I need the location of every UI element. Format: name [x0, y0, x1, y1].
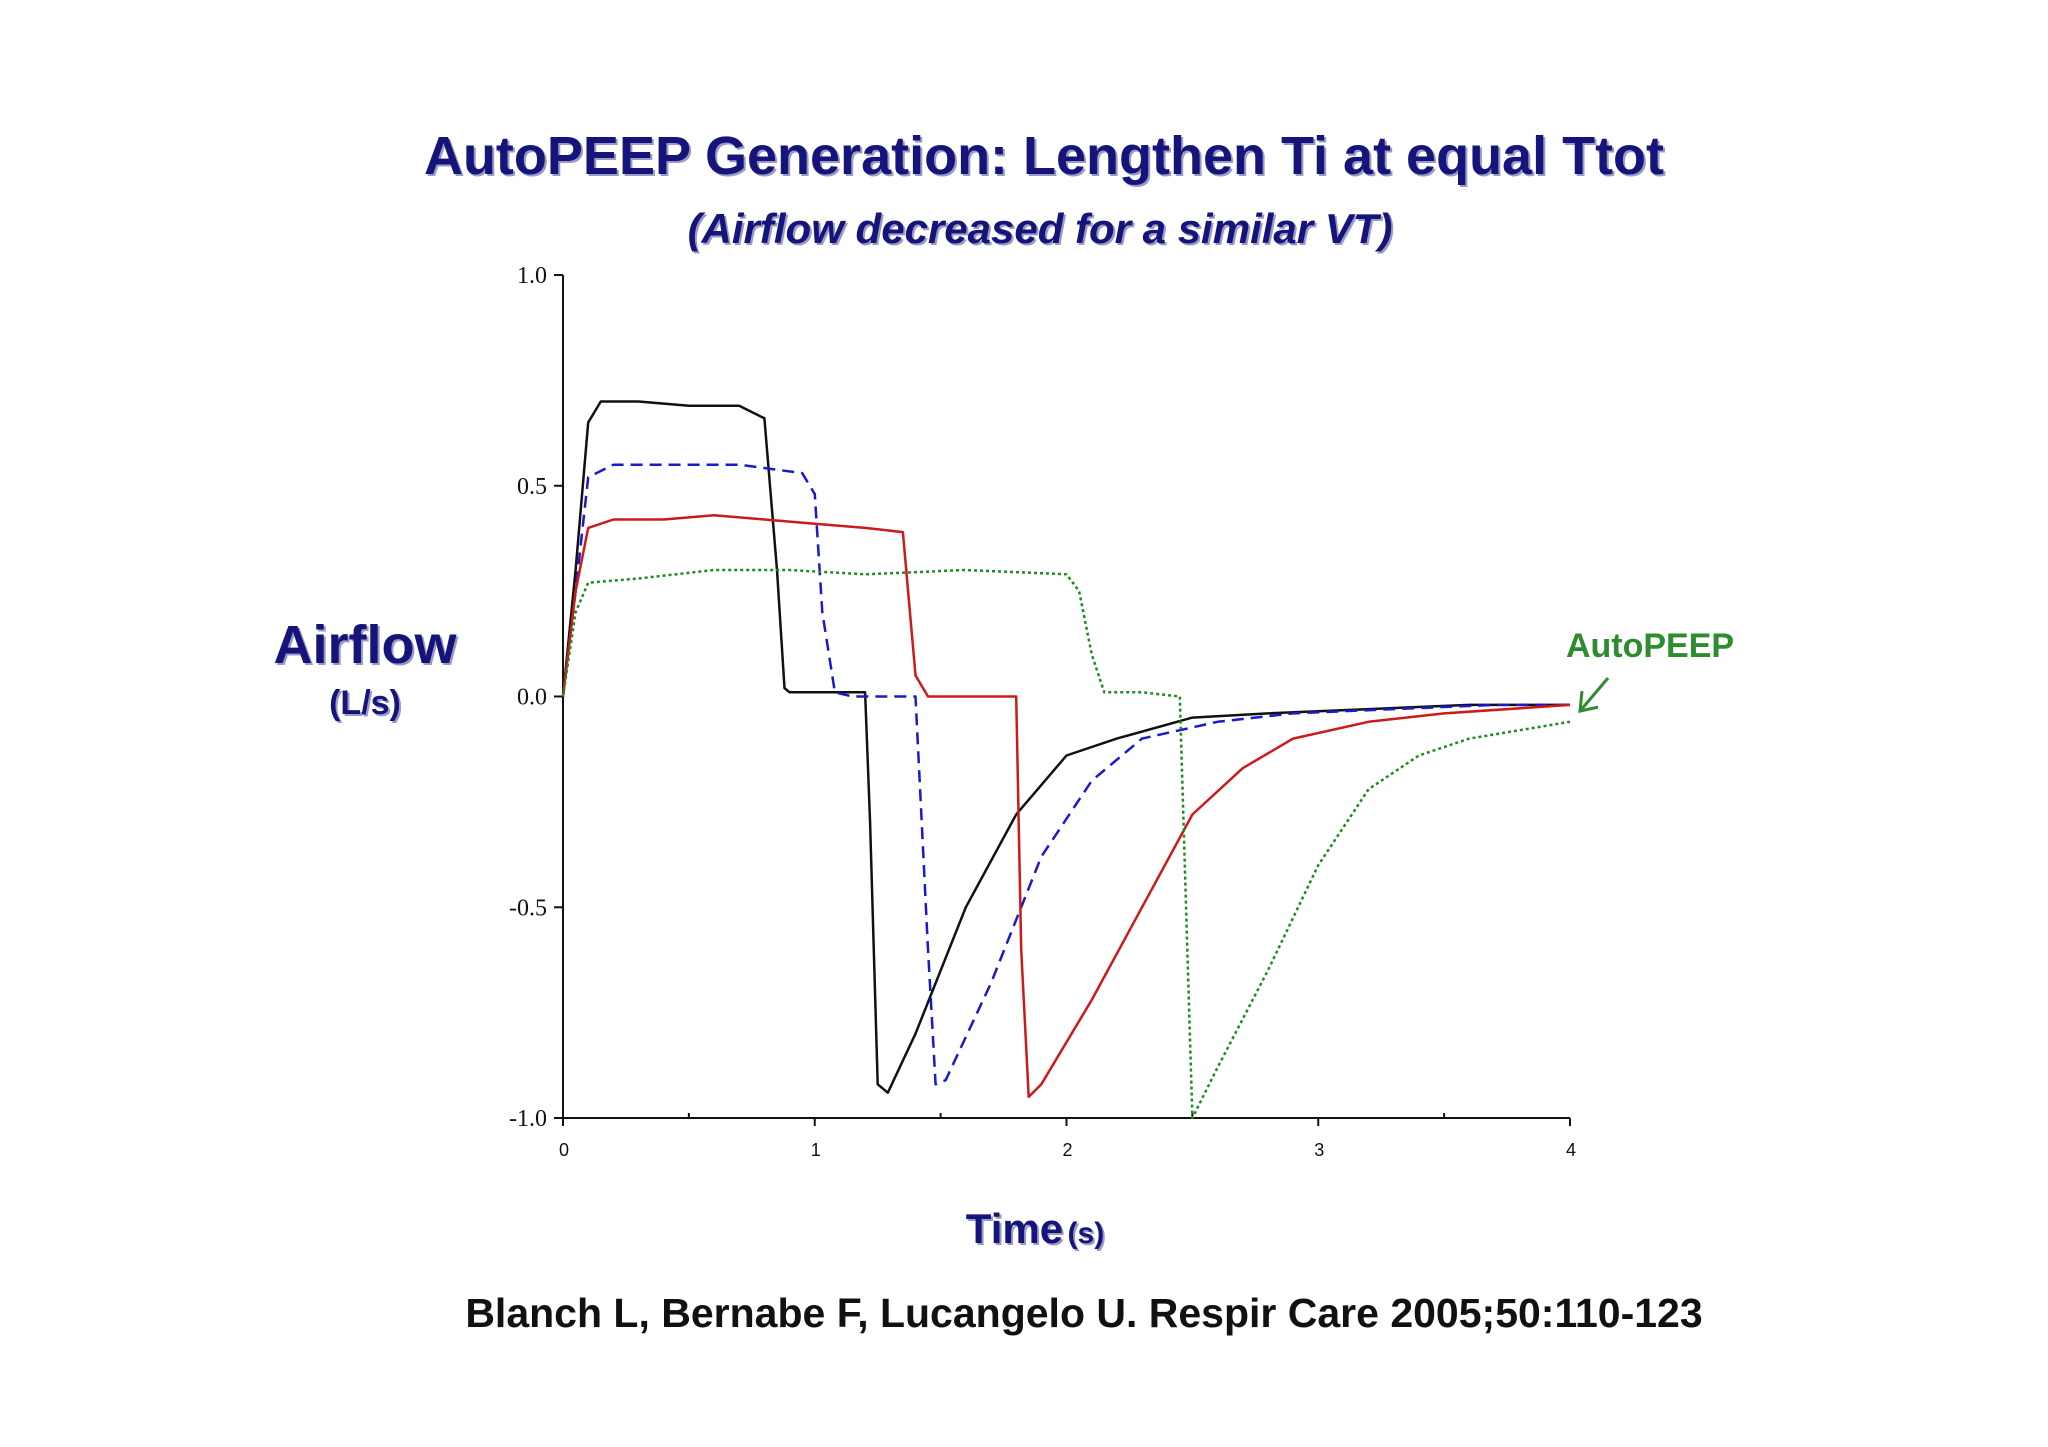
- x-tick-label: 2: [1062, 1140, 1072, 1160]
- arrow-head: [1578, 690, 1599, 714]
- y-tick-label: -1.0: [509, 1106, 547, 1132]
- citation: Blanch L, Bernabe F, Lucangelo U. Respir…: [465, 1290, 1703, 1336]
- chart-subtitle: (Airflow decreased for a similar VT): [687, 205, 1393, 252]
- autopeep-annotation: AutoPEEP: [1565, 627, 1735, 665]
- chart-title: AutoPEEP Generation: Lengthen Ti at equa…: [423, 126, 1665, 186]
- x-tick-label: 1: [811, 1140, 821, 1160]
- y-tick-label: -0.5: [509, 895, 547, 921]
- x-axis-title: Time (s): [0, 1205, 2048, 1253]
- arrow-shaft: [1578, 677, 1610, 713]
- x-tick-label: 0: [559, 1140, 569, 1160]
- series-line-4: [561, 568, 1571, 1120]
- x-tick-label: 3: [1314, 1140, 1324, 1160]
- y-tick-label: 0.5: [517, 474, 547, 500]
- y-axis-unit: (L/s): [329, 684, 401, 722]
- x-tick-label: 4: [1566, 1140, 1576, 1160]
- chart-axes: 1.0 0.5 0.0 -0.5 -1.0 0 1 2 3 4: [509, 263, 1576, 1160]
- series-line-2: [561, 463, 1570, 1086]
- x-axis-label: Time: [965, 1205, 1064, 1252]
- series-line-3: [561, 514, 1571, 1099]
- x-axis-unit: (s): [1067, 1217, 1105, 1250]
- series-layer: [561, 400, 1571, 1120]
- y-tick-label: 1.0: [517, 263, 547, 289]
- y-axis-label: Airflow: [273, 615, 457, 675]
- y-tick-label: 0.0: [517, 685, 547, 711]
- series-line-1: [561, 400, 1570, 1094]
- annotation-arrow: [1578, 677, 1610, 714]
